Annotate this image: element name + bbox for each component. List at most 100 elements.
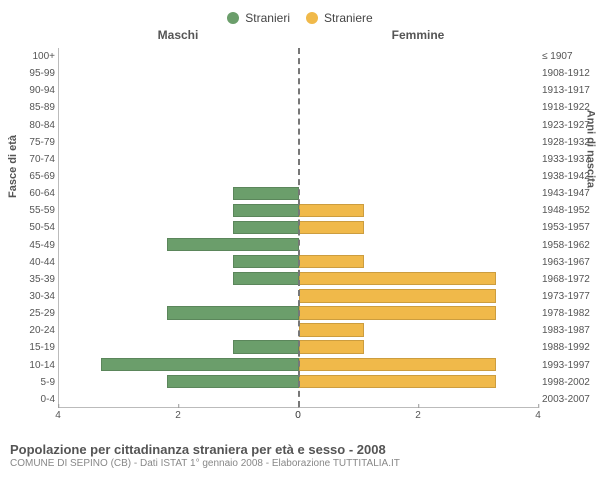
x-tick: 4 — [55, 410, 61, 421]
age-tick: 55-59 — [3, 202, 59, 219]
plot: Fasce di età Anni di nascita 100+95-9990… — [58, 48, 538, 408]
age-tick: 45-49 — [3, 237, 59, 254]
birth-tick: 1933-1937 — [538, 151, 598, 168]
age-tick: 10-14 — [3, 357, 59, 374]
bar-female — [299, 323, 365, 336]
age-tick: 35-39 — [3, 271, 59, 288]
legend-swatch-females — [306, 12, 318, 24]
x-tick: 4 — [535, 410, 541, 421]
age-tick: 80-84 — [3, 117, 59, 134]
bar-half-male — [59, 322, 299, 339]
age-tick: 85-89 — [3, 99, 59, 116]
bar-male — [101, 358, 299, 371]
legend-label-females: Straniere — [324, 11, 373, 25]
legend: Stranieri Straniere — [0, 0, 600, 28]
x-tick: 0 — [295, 410, 301, 421]
y-ticks-birth: ≤ 19071908-19121913-19171918-19221923-19… — [538, 48, 598, 408]
header-labels: Maschi Femmine — [58, 28, 538, 48]
bar-half-male — [59, 219, 299, 236]
bar-half-male — [59, 48, 299, 65]
x-tick: 2 — [175, 410, 181, 421]
age-tick: 70-74 — [3, 151, 59, 168]
bar-male — [233, 272, 299, 285]
x-axis-left: 4 2 0 — [58, 408, 298, 432]
age-tick: 90-94 — [3, 82, 59, 99]
bar-half-male — [59, 339, 299, 356]
birth-tick: 1958-1962 — [538, 237, 598, 254]
birth-tick: ≤ 1907 — [538, 48, 598, 65]
bar-half-female — [299, 356, 539, 373]
bar-half-male — [59, 168, 299, 185]
age-tick: 60-64 — [3, 185, 59, 202]
bar-female — [299, 358, 497, 371]
legend-item-females: Straniere — [306, 11, 373, 25]
bar-half-male — [59, 270, 299, 287]
bar-female — [299, 289, 497, 302]
bar-half-male — [59, 185, 299, 202]
age-tick: 75-79 — [3, 134, 59, 151]
legend-item-males: Stranieri — [227, 11, 290, 25]
bar-half-male — [59, 202, 299, 219]
bar-female — [299, 340, 365, 353]
bar-half-male — [59, 373, 299, 390]
bar-half-female — [299, 339, 539, 356]
birth-tick: 1953-1957 — [538, 219, 598, 236]
bar-female — [299, 272, 497, 285]
bar-male — [167, 238, 299, 251]
legend-swatch-males — [227, 12, 239, 24]
chart-container: Stranieri Straniere Maschi Femmine Fasce… — [0, 0, 600, 500]
birth-tick: 1998-2002 — [538, 374, 598, 391]
age-tick: 100+ — [3, 48, 59, 65]
bar-half-female — [299, 48, 539, 65]
bar-half-male — [59, 133, 299, 150]
bar-male — [233, 340, 299, 353]
birth-tick: 1918-1922 — [538, 99, 598, 116]
center-divider — [298, 48, 300, 407]
bar-female — [299, 255, 365, 268]
header-males: Maschi — [58, 28, 298, 48]
birth-tick: 1928-1932 — [538, 134, 598, 151]
bar-male — [233, 255, 299, 268]
caption-title: Popolazione per cittadinanza straniera p… — [10, 442, 590, 457]
birth-tick: 1923-1927 — [538, 117, 598, 134]
birth-tick: 1938-1942 — [538, 168, 598, 185]
caption-subtitle: COMUNE DI SEPINO (CB) - Dati ISTAT 1° ge… — [10, 458, 590, 469]
birth-tick: 1948-1952 — [538, 202, 598, 219]
birth-tick: 2003-2007 — [538, 391, 598, 408]
bar-half-female — [299, 219, 539, 236]
bar-half-male — [59, 356, 299, 373]
bar-half-male — [59, 151, 299, 168]
birth-tick: 1973-1977 — [538, 288, 598, 305]
bar-male — [233, 221, 299, 234]
bar-female — [299, 221, 365, 234]
header-females: Femmine — [298, 28, 538, 48]
y-ticks-age: 100+95-9990-9485-8980-8475-7970-7465-696… — [3, 48, 59, 408]
bar-half-female — [299, 82, 539, 99]
bar-male — [167, 375, 299, 388]
bar-female — [299, 204, 365, 217]
bar-half-female — [299, 116, 539, 133]
x-axis-right: 024 — [298, 408, 538, 432]
bar-half-female — [299, 304, 539, 321]
birth-tick: 1968-1972 — [538, 271, 598, 288]
bar-half-female — [299, 253, 539, 270]
bar-half-female — [299, 202, 539, 219]
bar-half-female — [299, 185, 539, 202]
age-tick: 65-69 — [3, 168, 59, 185]
x-axis: 4 2 0 024 — [58, 408, 538, 432]
bar-half-male — [59, 82, 299, 99]
bar-half-male — [59, 304, 299, 321]
bar-half-male — [59, 99, 299, 116]
age-tick: 40-44 — [3, 254, 59, 271]
bar-half-male — [59, 253, 299, 270]
age-tick: 95-99 — [3, 65, 59, 82]
age-tick: 25-29 — [3, 305, 59, 322]
age-tick: 30-34 — [3, 288, 59, 305]
bar-half-female — [299, 133, 539, 150]
age-tick: 50-54 — [3, 219, 59, 236]
bar-half-male — [59, 65, 299, 82]
birth-tick: 1993-1997 — [538, 357, 598, 374]
birth-tick: 1978-1982 — [538, 305, 598, 322]
caption: Popolazione per cittadinanza straniera p… — [0, 438, 600, 469]
bar-half-female — [299, 151, 539, 168]
